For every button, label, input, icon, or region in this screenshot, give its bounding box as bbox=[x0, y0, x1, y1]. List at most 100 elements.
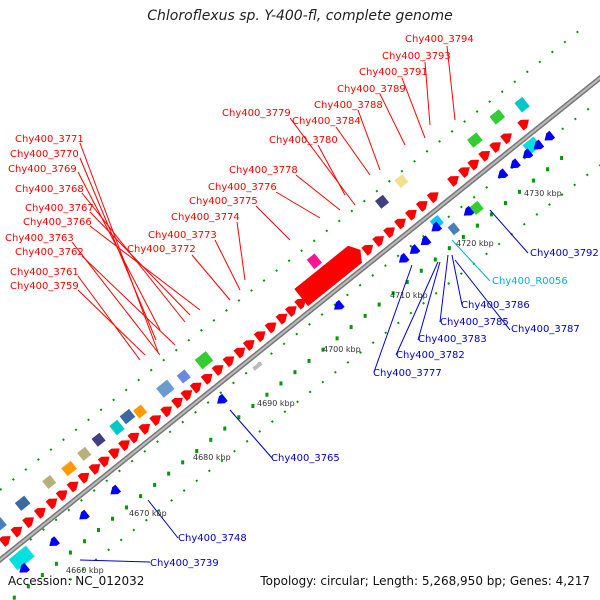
gene-label-3774[interactable]: Chy400_3774 bbox=[171, 212, 240, 223]
gene-label-3739[interactable]: Chy400_3739 bbox=[150, 558, 219, 569]
gene-label-3759[interactable]: Chy400_3759 bbox=[10, 281, 79, 292]
fwd-arrow-18-shape bbox=[189, 382, 202, 394]
scale-mark-34 bbox=[489, 212, 493, 217]
gene-label-3763[interactable]: Chy400_3763 bbox=[5, 233, 74, 244]
leader-line-24 bbox=[489, 209, 529, 254]
gene-label-3765[interactable]: Chy400_3765 bbox=[271, 453, 340, 464]
rev-arrow-13 bbox=[522, 148, 534, 159]
fwd-arrow-11 bbox=[118, 440, 130, 452]
fwd-arrow-39 bbox=[478, 150, 491, 162]
feature-box-8 bbox=[133, 404, 148, 419]
gene-label-3775[interactable]: Chy400_3775 bbox=[189, 196, 258, 207]
gene-label-3792[interactable]: Chy400_3792 bbox=[530, 248, 599, 259]
gene-label-3748[interactable]: Chy400_3748 bbox=[178, 533, 247, 544]
fwd-arrow-17-shape bbox=[180, 390, 193, 401]
fwd-arrow-2-shape bbox=[22, 517, 34, 529]
feature-box-17-rect bbox=[514, 96, 530, 113]
gene-label-3776[interactable]: Chy400_3776 bbox=[208, 182, 277, 193]
feature-box-16 bbox=[489, 109, 506, 125]
tick-label-4690: 4690 kbp bbox=[257, 399, 295, 408]
gene-label-3779[interactable]: Chy400_3779 bbox=[222, 108, 291, 119]
gene-label-3769[interactable]: Chy400_3769 bbox=[8, 164, 77, 175]
gene-label-3782[interactable]: Chy400_3782 bbox=[396, 350, 465, 361]
scale-mark-18 bbox=[265, 392, 269, 397]
gene-label-3762[interactable]: Chy400_3762 bbox=[15, 247, 84, 258]
rna-box-0-rect bbox=[8, 545, 35, 571]
scale-mark-29 bbox=[419, 268, 423, 273]
accession-text: Accession: NC_012032 bbox=[8, 574, 145, 588]
rev-arrow-6 bbox=[398, 252, 410, 263]
fwd-arrow-14-shape bbox=[149, 415, 162, 427]
gene-label-3787[interactable]: Chy400_3787 bbox=[511, 324, 580, 335]
gene-label-3778[interactable]: Chy400_3778 bbox=[229, 165, 298, 176]
fwd-arrow-15-shape bbox=[160, 406, 172, 418]
rev-arrow-15-shape bbox=[544, 130, 556, 141]
fwd-arrow-10 bbox=[107, 448, 120, 460]
rev-arrow-3 bbox=[110, 484, 122, 495]
feature-box-16-rect bbox=[489, 109, 506, 125]
forward-gene-labels: Chy400_3794 Chy400_3793 Chy400_3791 Chy4… bbox=[5, 34, 474, 292]
fwd-arrow-3 bbox=[33, 507, 46, 519]
fwd-arrow-30 bbox=[372, 236, 385, 247]
scale-mark-16 bbox=[237, 415, 241, 420]
scale-mark-38 bbox=[546, 167, 550, 172]
rev-arrow-13-shape bbox=[522, 148, 534, 159]
gene-label-3766[interactable]: Chy400_3766 bbox=[23, 217, 92, 228]
scale-mark-21 bbox=[307, 358, 311, 363]
leader-line-16 bbox=[317, 144, 346, 196]
fwd-arrow-20-shape bbox=[211, 365, 224, 376]
gene-label-r0056[interactable]: Chy400_R0056 bbox=[492, 276, 568, 287]
fwd-arrow-33-shape bbox=[405, 209, 417, 221]
leader-line-19 bbox=[379, 93, 406, 146]
gene-label-3767[interactable]: Chy400_3767 bbox=[25, 203, 94, 214]
gene-label-3784[interactable]: Chy400_3784 bbox=[292, 116, 361, 127]
leader-line-33 bbox=[147, 499, 179, 539]
fwd-arrow-40-shape bbox=[489, 142, 501, 153]
fwd-arrow-9 bbox=[97, 456, 110, 468]
fwd-arrow-34 bbox=[415, 201, 428, 212]
feature-box-low-1-rect bbox=[447, 222, 461, 236]
gene-label-3794[interactable]: Chy400_3794 bbox=[405, 34, 474, 45]
gene-label-3783[interactable]: Chy400_3783 bbox=[418, 334, 487, 345]
leader-line-20 bbox=[401, 77, 426, 139]
rev-arrow-11 bbox=[497, 168, 509, 179]
gene-label-3793[interactable]: Chy400_3793 bbox=[382, 51, 451, 62]
rev-arrow-15 bbox=[544, 130, 556, 141]
gene-label-3777[interactable]: Chy400_3777 bbox=[373, 368, 442, 379]
feature-box-gray bbox=[252, 361, 263, 371]
gene-label-3788[interactable]: Chy400_3788 bbox=[314, 100, 383, 111]
feature-box-15-rect bbox=[467, 132, 483, 148]
fwd-arrow-42-shape bbox=[517, 119, 530, 131]
gene-label-3785[interactable]: Chy400_3785 bbox=[440, 317, 509, 328]
gene-label-3768[interactable]: Chy400_3768 bbox=[15, 184, 84, 195]
fwd-arrow-38 bbox=[467, 159, 480, 171]
leader-lines bbox=[71, 45, 529, 563]
fwd-arrow-36 bbox=[447, 176, 459, 187]
feature-box-12 bbox=[306, 253, 323, 270]
gene-label-3786[interactable]: Chy400_3786 bbox=[461, 300, 530, 311]
fwd-arrow-25-shape bbox=[264, 322, 277, 334]
fwd-arrow-40 bbox=[489, 142, 501, 153]
feature-box-low-1 bbox=[447, 222, 461, 236]
gene-label-3773[interactable]: Chy400_3773 bbox=[148, 230, 217, 241]
leader-line-9 bbox=[77, 289, 146, 356]
rev-arrow-8-shape bbox=[420, 235, 432, 246]
fwd-arrow-27 bbox=[284, 306, 297, 318]
gene-label-3770[interactable]: Chy400_3770 bbox=[10, 149, 79, 160]
gene-label-3771[interactable]: Chy400_3771 bbox=[15, 134, 84, 145]
gene-label-3791[interactable]: Chy400_3791 bbox=[359, 67, 428, 78]
gene-label-3761[interactable]: Chy400_3761 bbox=[10, 267, 79, 278]
gene-label-3780[interactable]: Chy400_3780 bbox=[269, 135, 338, 146]
gene-label-3789[interactable]: Chy400_3789 bbox=[337, 84, 406, 95]
gene-label-3772[interactable]: Chy400_3772 bbox=[127, 244, 196, 255]
feature-box-3 bbox=[61, 460, 77, 477]
scale-mark-19 bbox=[279, 381, 283, 386]
rev-arrow-11-shape bbox=[497, 168, 509, 179]
scale-mark-20 bbox=[293, 370, 297, 375]
rev-arrow-7 bbox=[409, 244, 421, 254]
scale-mark-4 bbox=[68, 550, 72, 555]
fwd-arrow-20 bbox=[211, 365, 224, 376]
rev-arrow-0 bbox=[19, 562, 30, 573]
fwd-arrow-19 bbox=[200, 373, 213, 385]
